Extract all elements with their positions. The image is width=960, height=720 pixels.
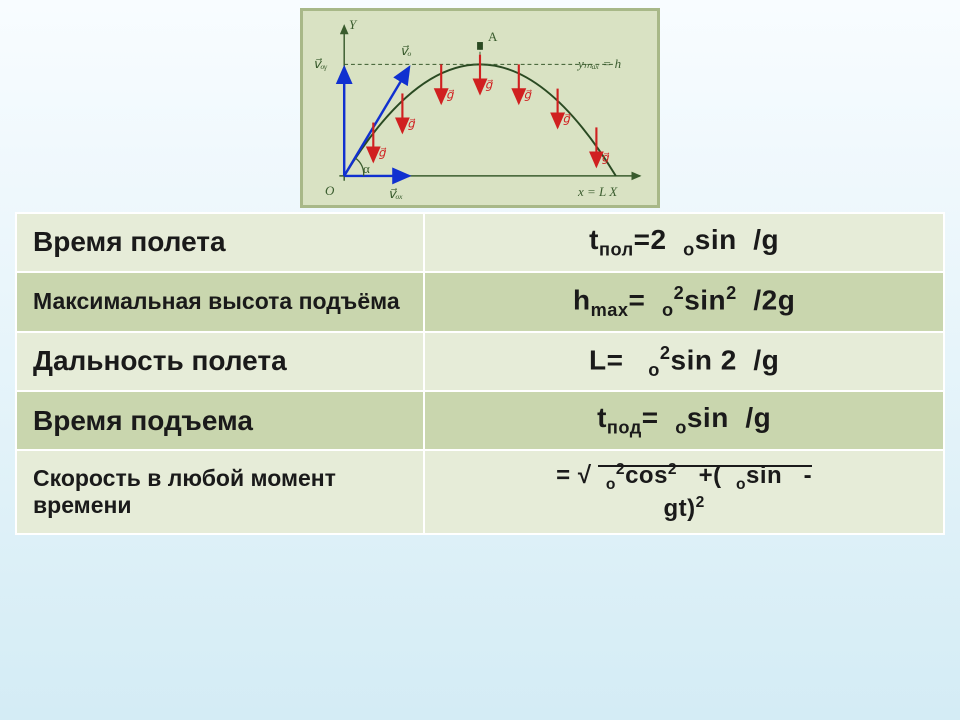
label-alpha: α — [363, 161, 370, 177]
row-formula: L= о2sin 2 /g — [424, 332, 944, 392]
label-A: A — [488, 29, 497, 45]
row-label: Время полета — [16, 213, 424, 272]
row-label: Скорость в любой момент времени — [16, 450, 424, 534]
table-row: Время полетаtпол=2 оsin /g — [16, 213, 944, 272]
row-label: Максимальная высота подъёма — [16, 272, 424, 332]
row-label: Дальность полета — [16, 332, 424, 392]
row-formula: tпол=2 оsin /g — [424, 213, 944, 272]
label-O: O — [325, 183, 334, 199]
g-label: g⃗ — [378, 147, 386, 160]
label-voy: v⃗ₒᵧ — [313, 56, 327, 72]
g-label: g⃗ — [446, 88, 454, 101]
table-row: Максимальная высота подъёмаhmax= о2sin2 … — [16, 272, 944, 332]
label-ymax: yₘₐₓ = h — [578, 56, 621, 72]
label-Y: Y — [349, 17, 356, 33]
table-row: Время подъемаtпод= оsin /g — [16, 391, 944, 450]
g-label: g⃗ — [407, 117, 415, 130]
v0-arrow — [344, 67, 409, 176]
row-formula: hmax= о2sin2 /2g — [424, 272, 944, 332]
apex-point — [477, 42, 483, 50]
row-formula: tпод= оsin /g — [424, 391, 944, 450]
label-xL: x = L X — [578, 184, 617, 200]
formula-table: Время полетаtпол=2 оsin /gМаксимальная в… — [15, 212, 945, 535]
table-row: Скорость в любой момент времени= √ о2cos… — [16, 450, 944, 534]
row-label: Время подъема — [16, 391, 424, 450]
g-label: g⃗ — [485, 79, 493, 92]
table-row: Дальность полетаL= о2sin 2 /g — [16, 332, 944, 392]
label-vox: v⃗ₒₓ — [388, 186, 403, 202]
g-arrows: g⃗ g⃗ g⃗ g⃗ g⃗ g⃗ g⃗ — [373, 55, 609, 167]
trajectory-diagram: g⃗ g⃗ g⃗ g⃗ g⃗ g⃗ g⃗ Y O v⃗ₒᵧ v⃗ₒ v⃗ₒₓ α yₘₐₓ … — [300, 8, 660, 208]
row-formula: = √ о2cos2 +( оsin - gt)2 — [424, 450, 944, 534]
label-vo: v⃗ₒ — [400, 43, 411, 59]
g-label: g⃗ — [601, 151, 609, 164]
g-label: g⃗ — [524, 88, 532, 101]
diagram-svg: g⃗ g⃗ g⃗ g⃗ g⃗ g⃗ g⃗ — [303, 11, 657, 205]
diagram-container: g⃗ g⃗ g⃗ g⃗ g⃗ g⃗ g⃗ Y O v⃗ₒᵧ v⃗ₒ v⃗ₒₓ α yₘₐₓ … — [0, 0, 960, 208]
g-label: g⃗ — [562, 113, 570, 126]
